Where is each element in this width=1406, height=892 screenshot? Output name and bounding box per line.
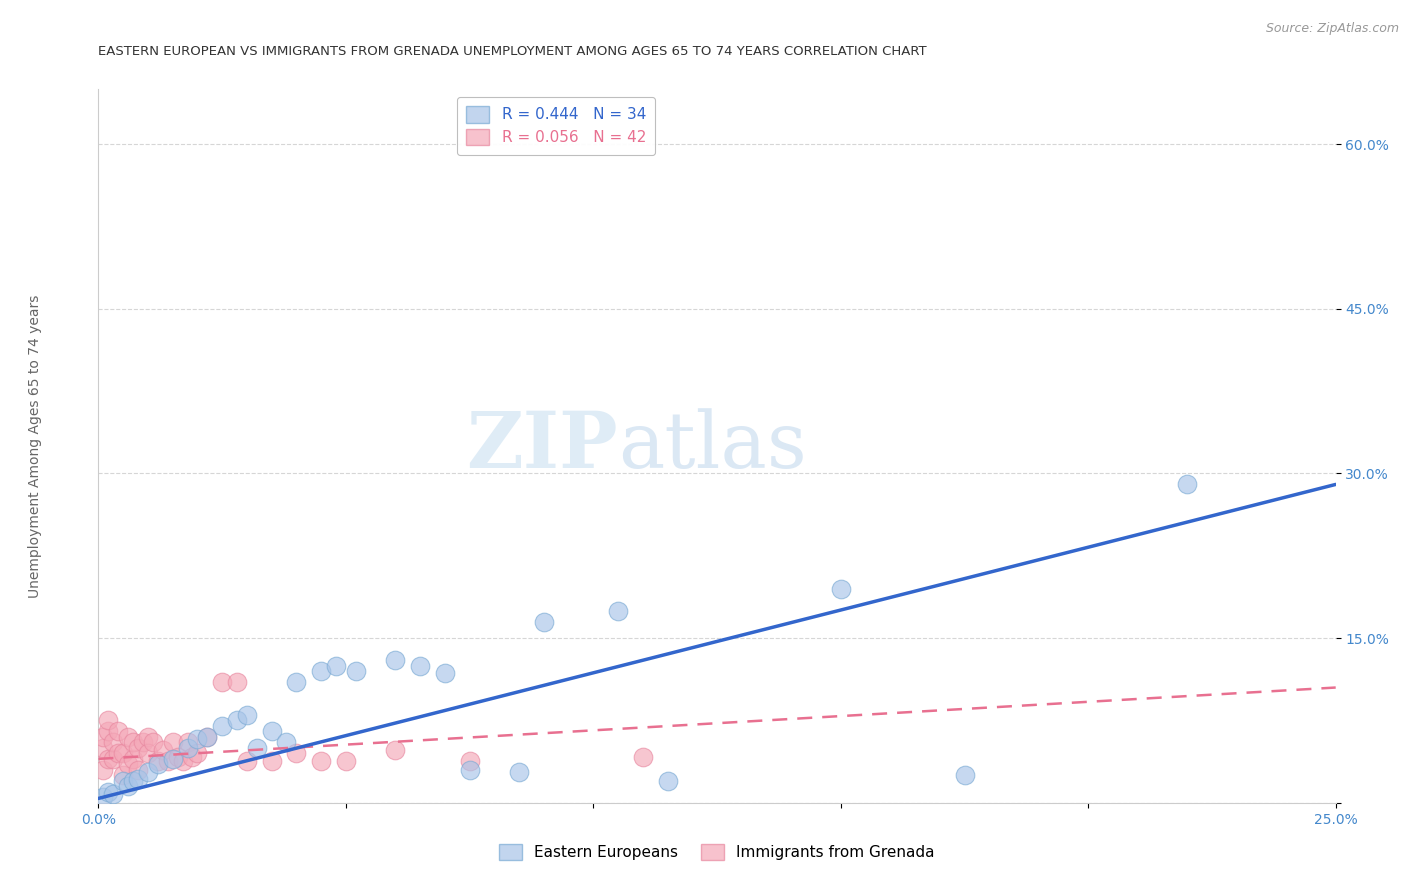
Point — [285, 675, 308, 690]
Point — [176, 735, 198, 749]
Point — [97, 714, 120, 728]
Text: Source: ZipAtlas.com: Source: ZipAtlas.com — [1265, 22, 1399, 36]
Point — [146, 757, 169, 772]
Point — [631, 749, 654, 764]
Point — [211, 675, 233, 690]
Point — [127, 740, 149, 755]
Point — [458, 763, 481, 777]
Point — [384, 653, 406, 667]
Point — [117, 730, 139, 744]
Point — [97, 785, 120, 799]
Point — [236, 708, 259, 723]
Point — [97, 752, 120, 766]
Point — [172, 754, 194, 768]
Text: EASTERN EUROPEAN VS IMMIGRANTS FROM GRENADA UNEMPLOYMENT AMONG AGES 65 TO 74 YEA: EASTERN EUROPEAN VS IMMIGRANTS FROM GREN… — [98, 45, 927, 58]
Point — [195, 730, 218, 744]
Point — [226, 675, 249, 690]
Text: atlas: atlas — [619, 409, 807, 483]
Point — [607, 604, 630, 618]
Point — [276, 735, 298, 749]
Point — [107, 747, 129, 761]
Point — [211, 719, 233, 733]
Point — [409, 658, 432, 673]
Point — [830, 582, 852, 596]
Point — [226, 714, 249, 728]
Point — [112, 747, 135, 761]
Point — [162, 752, 184, 766]
Point — [152, 743, 174, 757]
Point — [136, 747, 159, 761]
Point — [132, 735, 155, 749]
Point — [433, 666, 456, 681]
Point — [146, 754, 169, 768]
Point — [260, 724, 283, 739]
Point — [176, 740, 198, 755]
Point — [384, 743, 406, 757]
Point — [117, 757, 139, 772]
Point — [97, 724, 120, 739]
Point — [112, 768, 135, 782]
Point — [335, 754, 357, 768]
Point — [93, 790, 115, 805]
Point — [953, 768, 976, 782]
Point — [127, 772, 149, 786]
Point — [533, 615, 555, 629]
Point — [136, 730, 159, 744]
Text: ZIP: ZIP — [467, 408, 619, 484]
Point — [103, 787, 125, 801]
Point — [325, 658, 347, 673]
Point — [186, 747, 208, 761]
Point — [285, 747, 308, 761]
Point — [458, 754, 481, 768]
Point — [136, 765, 159, 780]
Point — [1175, 477, 1198, 491]
Point — [127, 763, 149, 777]
Point — [195, 730, 218, 744]
Point — [93, 740, 115, 755]
Point — [260, 754, 283, 768]
Point — [186, 732, 208, 747]
Point — [122, 773, 145, 788]
Point — [309, 664, 332, 678]
Point — [156, 754, 179, 768]
Point — [112, 773, 135, 788]
Point — [508, 765, 530, 780]
Point — [93, 730, 115, 744]
Point — [309, 754, 332, 768]
Point — [103, 735, 125, 749]
Point — [344, 664, 367, 678]
Text: Unemployment Among Ages 65 to 74 years: Unemployment Among Ages 65 to 74 years — [28, 294, 42, 598]
Point — [122, 752, 145, 766]
Point — [181, 749, 204, 764]
Point — [166, 749, 188, 764]
Legend: Eastern Europeans, Immigrants from Grenada: Eastern Europeans, Immigrants from Grena… — [494, 838, 941, 866]
Point — [142, 735, 165, 749]
Point — [93, 763, 115, 777]
Point — [117, 780, 139, 794]
Point — [657, 773, 679, 788]
Point — [122, 735, 145, 749]
Point — [103, 752, 125, 766]
Point — [246, 740, 269, 755]
Point — [162, 735, 184, 749]
Point — [236, 754, 259, 768]
Point — [107, 724, 129, 739]
